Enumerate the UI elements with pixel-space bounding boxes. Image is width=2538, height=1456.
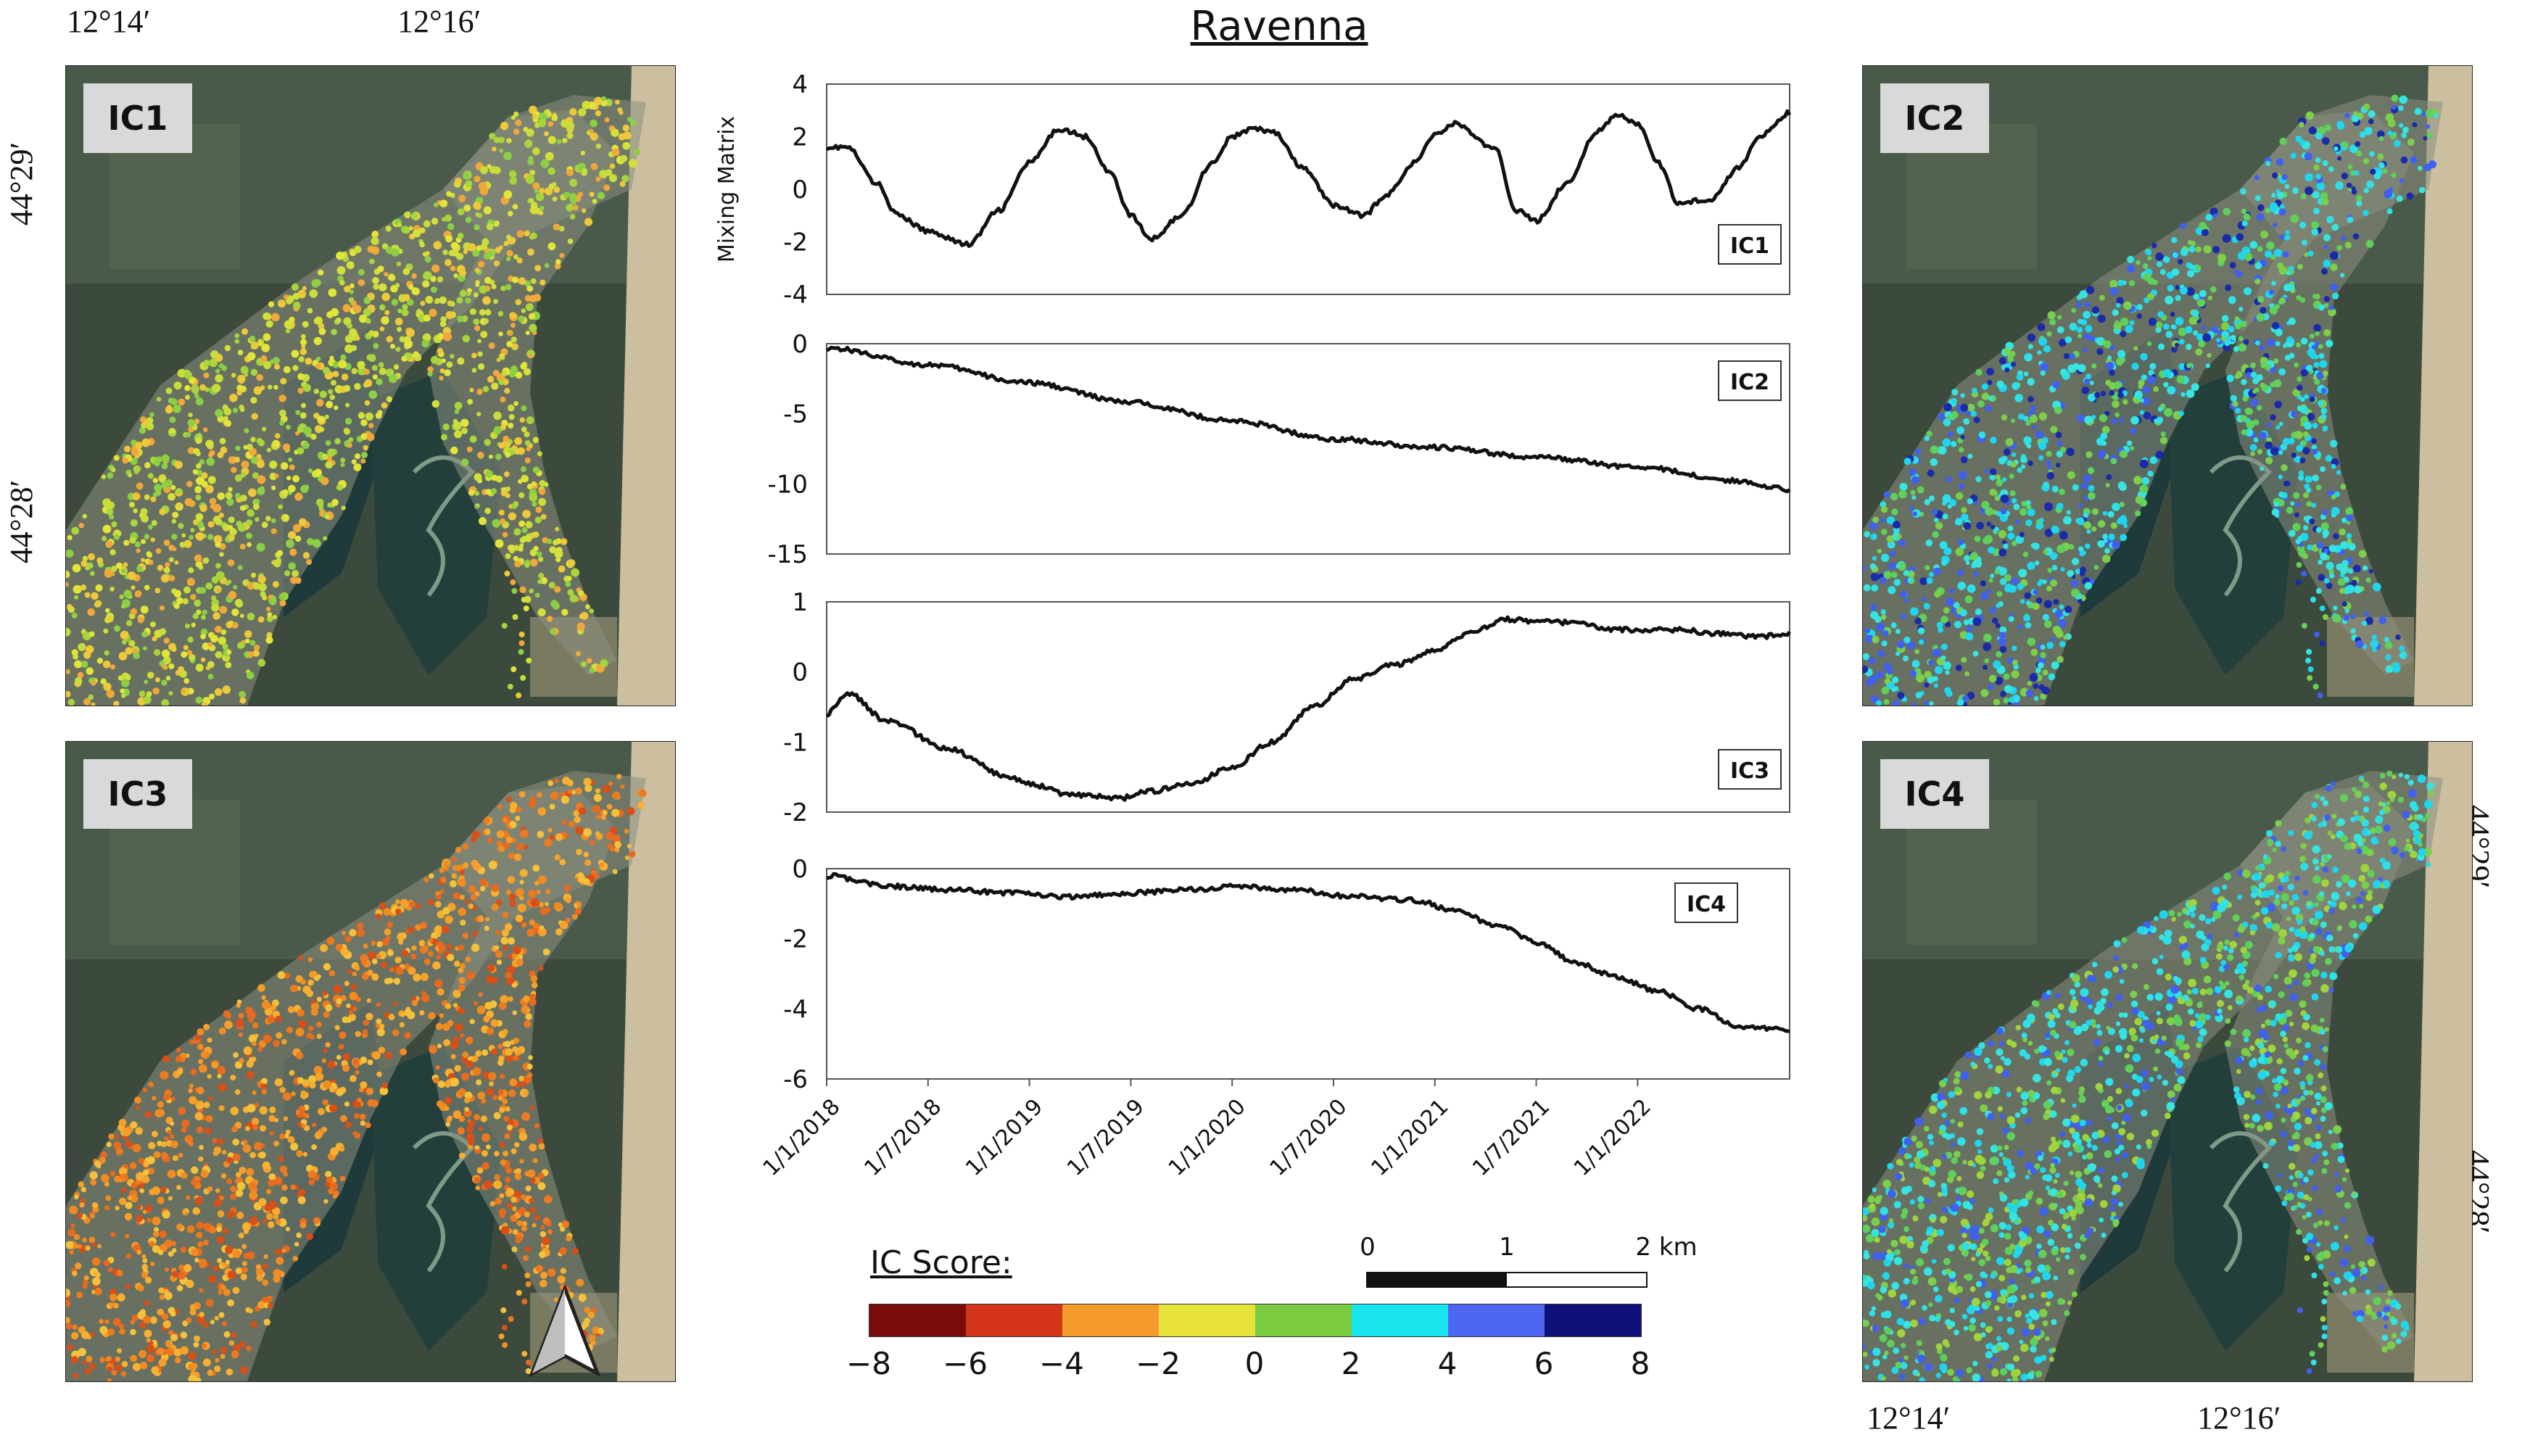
colorbar-segment-0 (869, 1304, 966, 1336)
ytick-label-ic3: 1 (792, 588, 808, 617)
map-ic3-scatter-points (66, 774, 647, 1381)
map-ic2-scatter-points (1863, 94, 2439, 706)
panel-frame-ic4 (826, 868, 1790, 1080)
panel-frame-ic1 (826, 83, 1790, 295)
colorbar-segment-2 (1062, 1304, 1159, 1336)
panel-label-box-ic3 (1718, 749, 1782, 790)
ytick-label-ic1: 0 (792, 175, 808, 204)
ytick-label-ic3: -2 (783, 798, 808, 827)
map-ic4-imagery (1863, 742, 2472, 1381)
left-lat-label-1: 44°29′ (4, 141, 40, 226)
ytick-label-ic2: -5 (783, 400, 808, 429)
colorbar-tick-label: 4 (1437, 1346, 1458, 1381)
map-ic4-label: IC4 (1880, 759, 1989, 829)
panel-label-box-ic2 (1718, 360, 1782, 401)
ytick-label-ic4: 0 (792, 855, 808, 884)
map-ic3-label: IC3 (83, 759, 192, 829)
bottom-lon-label-2: 12°16′ (2197, 1400, 2281, 1436)
map-ic1-scatter-points (66, 96, 641, 706)
map-ic2: IC2 (1862, 65, 2473, 706)
panel-label-ic1: IC1 (1730, 233, 1769, 259)
panel-label-box-ic4 (1674, 882, 1738, 923)
map-ic2-imagery (1863, 66, 2472, 706)
left-lat-label-2: 44°28′ (4, 479, 40, 564)
colorbar-segment-6 (1448, 1304, 1545, 1336)
colorbar-tick-label: −4 (1039, 1346, 1084, 1381)
top-lon-label-2: 12°16′ (397, 4, 481, 39)
ytick-label-ic2: 0 (792, 330, 808, 359)
ytick-label-ic1: -4 (783, 281, 808, 310)
top-lon-label-1: 12°14′ (67, 4, 151, 39)
colorbar-segment-7 (1545, 1304, 1641, 1336)
xtick-label: 1/7/2021 (1468, 1094, 1555, 1181)
ytick-label-ic1: 2 (792, 123, 808, 152)
map-ic3-imagery (66, 742, 675, 1381)
panel-label-ic4: IC4 (1687, 892, 1726, 917)
xtick-label: 1/7/2019 (1062, 1094, 1149, 1181)
scalebar-label-2: 2 km (1635, 1233, 1698, 1262)
mixing-matrix-chart: 4 2 0 -2 -4 IC1 0 -5 -10 -15 IC2 1 0 -1 -2 IC3 0 -2 -4 -6 IC… (714, 70, 1792, 1181)
colorbar (869, 1304, 1642, 1337)
series-line-ic2 (826, 345, 1791, 494)
ytick-label-ic4: -2 (783, 925, 808, 954)
colorbar-tick-label: 0 (1244, 1346, 1265, 1381)
map-ic2-label: IC2 (1880, 83, 1989, 153)
north-arrow-icon (529, 1285, 601, 1378)
xtick-label: 1/7/2018 (859, 1094, 946, 1181)
colorbar-tick-label: −6 (943, 1346, 988, 1381)
colorbar-segment-5 (1352, 1304, 1448, 1336)
chart-title: Ravenna (1190, 3, 1368, 50)
panel-frame-ic3 (826, 601, 1790, 813)
colorbar-segment-1 (966, 1304, 1062, 1336)
panel-label-ic3: IC3 (1730, 758, 1769, 784)
panel-label-ic2: IC2 (1730, 370, 1769, 395)
ytick-label-ic3: 0 (792, 658, 808, 687)
colorbar-tick-label: 8 (1630, 1346, 1650, 1381)
map-ic4: IC4 (1862, 741, 2473, 1382)
y-axis-label: Mixing Matrix (714, 116, 740, 262)
scalebar-label-0: 0 (1360, 1233, 1376, 1262)
series-line-ic4 (826, 872, 1790, 1033)
colorbar-segment-3 (1159, 1304, 1255, 1336)
colorbar-ticks: −8 −6 −4 −2 0 2 4 6 8 (846, 1343, 1650, 1386)
bottom-lon-label-1: 12°14′ (1867, 1400, 1951, 1436)
map-ic1-label: IC1 (83, 83, 192, 153)
series-line-ic3 (825, 615, 1792, 802)
xtick-label: 1/1/2018 (758, 1094, 846, 1181)
ytick-label-ic2: -10 (767, 470, 808, 499)
xtick-label: 1/1/2020 (1164, 1094, 1251, 1181)
xtick-label: 1/1/2021 (1366, 1094, 1453, 1181)
map-ic1-imagery (66, 66, 675, 706)
map-ic3: IC3 (65, 741, 676, 1382)
ytick-label-ic1: -2 (783, 228, 808, 257)
scalebar-black-segment (1368, 1273, 1507, 1286)
series-line-ic1 (825, 109, 1792, 248)
ytick-label-ic1: 4 (792, 70, 808, 99)
colorbar-title: IC Score: (870, 1244, 1012, 1281)
xtick-label: 1/1/2022 (1569, 1094, 1656, 1181)
map-ic4-scatter-points (1863, 770, 2434, 1381)
panel-label-box-ic1 (1718, 224, 1782, 265)
map-ic1: IC1 (65, 65, 676, 706)
ytick-label-ic3: -1 (783, 728, 808, 757)
ytick-label-ic2: -15 (767, 540, 808, 569)
colorbar-tick-label: −8 (846, 1346, 891, 1381)
scalebar (1366, 1272, 1648, 1288)
colorbar-segment-4 (1255, 1304, 1352, 1336)
colorbar-tick-label: −2 (1136, 1346, 1181, 1381)
panel-frame-ic2 (826, 343, 1790, 555)
ytick-label-ic4: -4 (783, 995, 808, 1024)
colorbar-tick-label: 2 (1341, 1346, 1361, 1381)
xtick-label: 1/7/2020 (1265, 1094, 1352, 1181)
scalebar-label-1: 1 (1499, 1233, 1515, 1262)
xtick-label: 1/1/2019 (961, 1094, 1048, 1181)
ytick-label-ic4: -6 (783, 1065, 808, 1094)
colorbar-tick-label: 6 (1534, 1346, 1554, 1381)
